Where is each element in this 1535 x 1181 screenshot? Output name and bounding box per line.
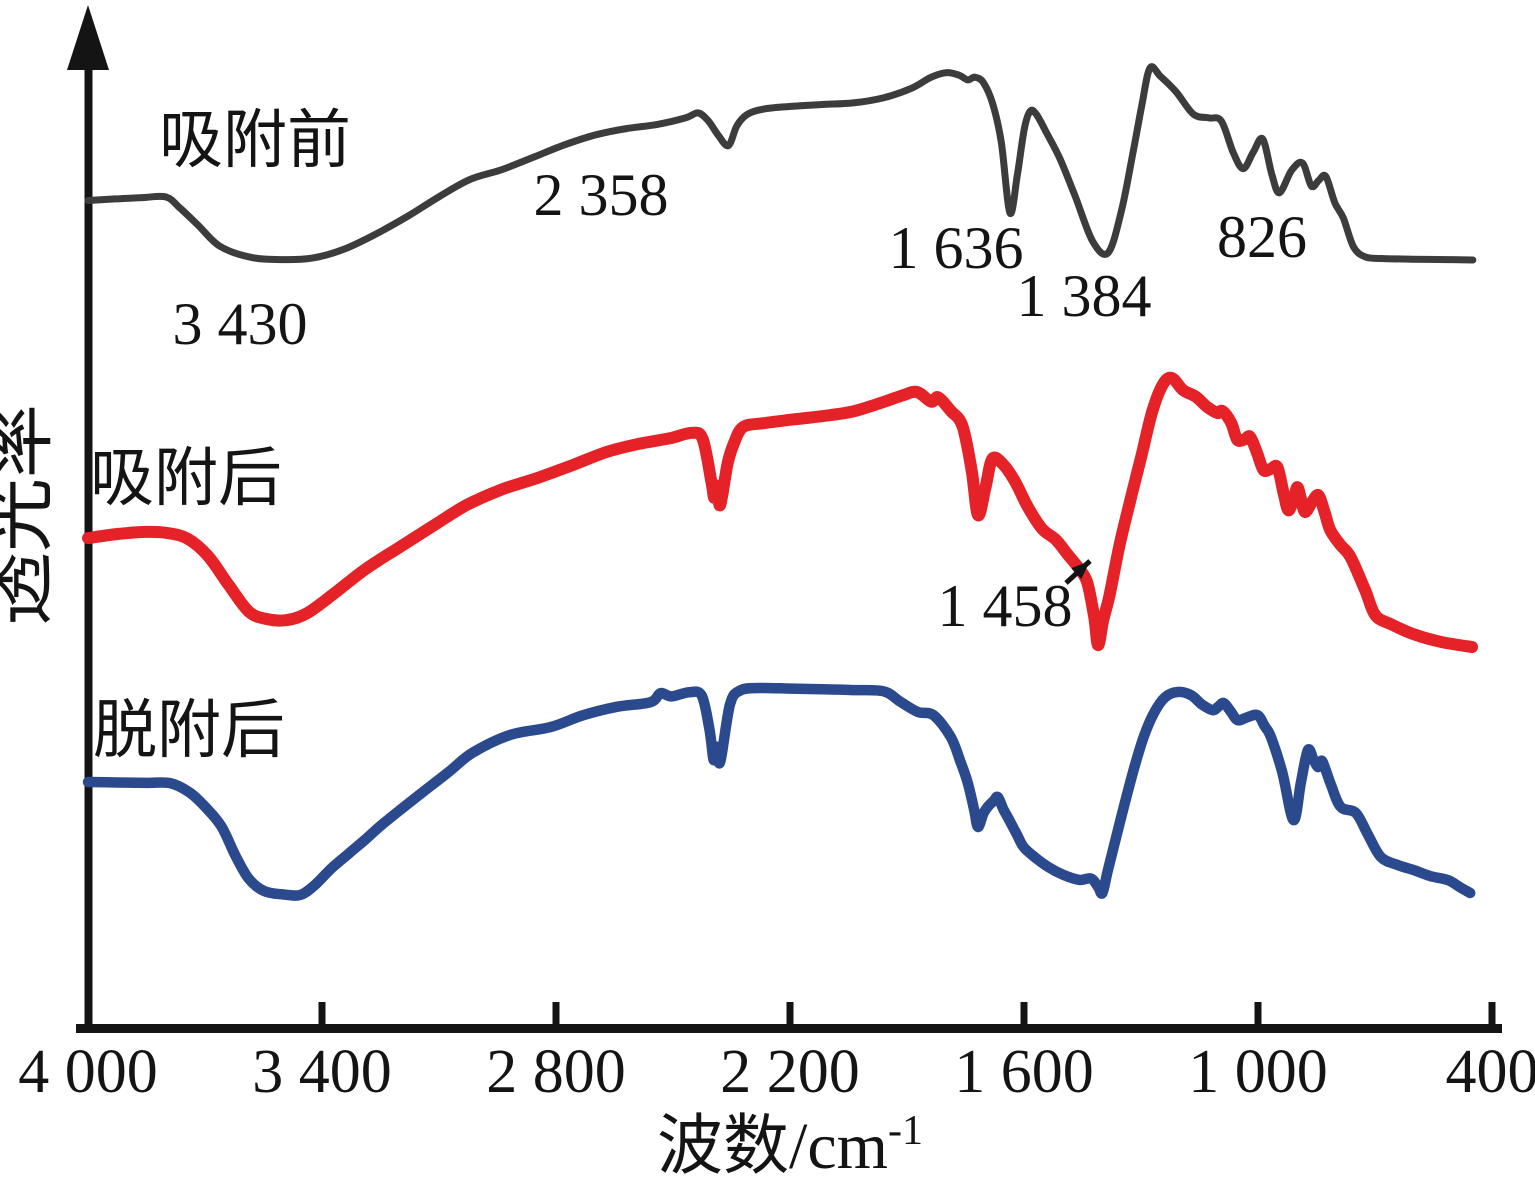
x-axis-tick-labels: 4 000 3 400 2 800 2 200 1 600 1 000 400 [18,1038,1535,1106]
peak-annotation: 1 636 [889,215,1024,281]
x-axis-line [76,1024,1502,1033]
curve-after-desorption [82,682,1476,901]
peak-annotation: 826 [1217,204,1307,270]
peak-annotation: 1 384 [1017,263,1152,329]
series-label: 吸附后 [90,443,282,514]
x-tick-label: 2 800 [486,1038,626,1106]
curve-after-adsorption [82,371,1479,653]
curve-before-adsorption [84,63,1477,264]
x-tick [1020,1002,1028,1026]
x-tick-label: 1 600 [954,1038,1094,1106]
y-axis-arrowhead [67,5,109,70]
x-tick-label: 400 [1446,1038,1535,1106]
y-axis-title: 透光率 [0,404,61,626]
x-tick [318,1002,326,1026]
x-tick-label: 1 000 [1188,1038,1328,1106]
series-label: 脱附后 [93,695,285,766]
series-label: 吸附前 [159,105,351,176]
x-axis-ticks [318,1002,1496,1026]
x-tick-label: 3 400 [252,1038,392,1106]
x-tick [1254,1002,1262,1026]
annotation-arrowhead [1071,561,1090,579]
x-tick [786,1002,794,1026]
x-tick-label: 4 000 [18,1038,158,1106]
x-tick [1488,1002,1496,1026]
x-axis-title: 波数/cm-1 [657,1108,923,1181]
x-tick [552,1002,560,1026]
x-tick-label: 2 200 [720,1038,860,1106]
peak-annotation: 2 358 [534,162,669,228]
spectra-curves [82,63,1479,901]
peak-annotation: 1 458 [938,573,1073,639]
peak-annotation: 3 430 [173,291,308,357]
